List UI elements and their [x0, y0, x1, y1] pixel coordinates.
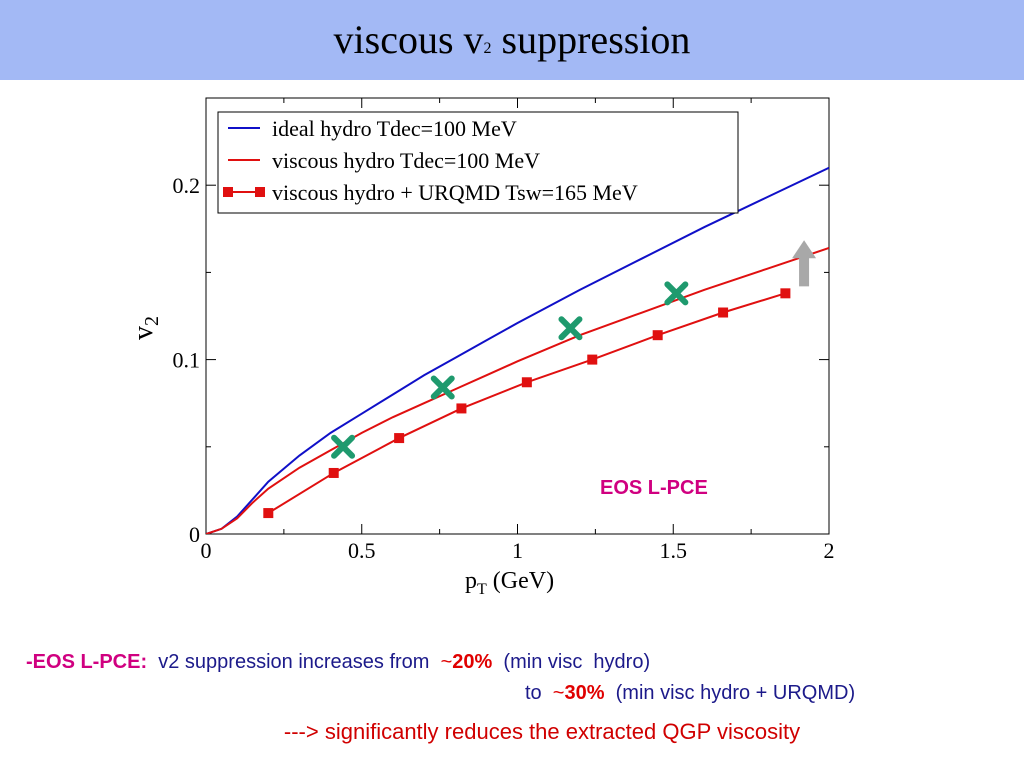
- series-line-2: [267, 292, 786, 514]
- title-rest: suppression: [491, 17, 691, 62]
- title-main: viscous v: [333, 17, 484, 62]
- note-pct-2: 30%: [564, 682, 605, 704]
- title-bar: [0, 0, 1024, 80]
- series-marker: [263, 508, 274, 519]
- y-tick-label: 0: [189, 522, 200, 547]
- note-dash: -: [26, 651, 33, 673]
- note-line2-to: to: [525, 682, 553, 704]
- y-tick-label: 0.2: [173, 173, 201, 198]
- legend-entry: viscous hydro + URQMD Tsw=165 MeV: [272, 180, 638, 205]
- series-line-1: [206, 247, 829, 534]
- note-tilde-2: ~: [552, 682, 565, 704]
- series-marker: [456, 403, 467, 414]
- series-marker: [394, 433, 405, 444]
- series-marker: [718, 307, 729, 318]
- conclusion-text: ---> significantly reduces the extracted…: [283, 719, 801, 744]
- series-marker: [652, 330, 663, 341]
- note-pct-1: 20%: [452, 651, 493, 673]
- series-marker: [521, 377, 532, 388]
- shift-arrow-head: [792, 240, 817, 259]
- x-tick-label: 1.5: [660, 538, 688, 563]
- note-line-2: to ~30% (min visc hydro + URQMD): [525, 682, 855, 705]
- y-axis-label: v2: [128, 316, 163, 340]
- series-marker: [328, 467, 339, 478]
- note-tilde-1: ~: [440, 651, 453, 673]
- note-line2-tail: (min visc hydro + URQMD): [604, 682, 856, 704]
- cross-marker: [430, 375, 455, 400]
- series-marker: [587, 354, 598, 365]
- cross-marker: [664, 281, 689, 306]
- shift-arrow-shaft: [799, 256, 810, 287]
- legend-box: [217, 111, 739, 214]
- x-tick-label: 2: [824, 538, 835, 563]
- cross-marker: [331, 434, 356, 459]
- eos-annotation: EOS L-PCE: [600, 477, 708, 499]
- note-line-1: -EOS L-PCE: v2 suppression increases fro…: [26, 651, 650, 674]
- slide-title: viscous v2 suppression: [0, 16, 1024, 63]
- note-line1-tail: (min visc hydro): [492, 651, 651, 673]
- legend-entry: viscous hydro Tdec=100 MeV: [272, 148, 540, 173]
- x-axis-label: pT (GeV): [465, 568, 554, 598]
- note-line1-text: v2 suppression increases from: [147, 651, 441, 673]
- note-eos-label: EOS L-PCE:: [32, 651, 148, 673]
- series-line-0: [206, 166, 829, 534]
- y-tick-label: 0.1: [173, 348, 201, 373]
- series-marker: [780, 288, 791, 299]
- legend-swatch-marker: [255, 187, 265, 197]
- x-tick-label: 0.5: [348, 538, 376, 563]
- x-tick-label: 1: [512, 538, 523, 563]
- legend-entry: ideal hydro Tdec=100 MeV: [272, 116, 517, 141]
- title-subscript: 2: [483, 40, 492, 57]
- cross-marker: [558, 316, 583, 341]
- x-tick-label: 0: [201, 538, 212, 563]
- legend-swatch-marker: [223, 187, 233, 197]
